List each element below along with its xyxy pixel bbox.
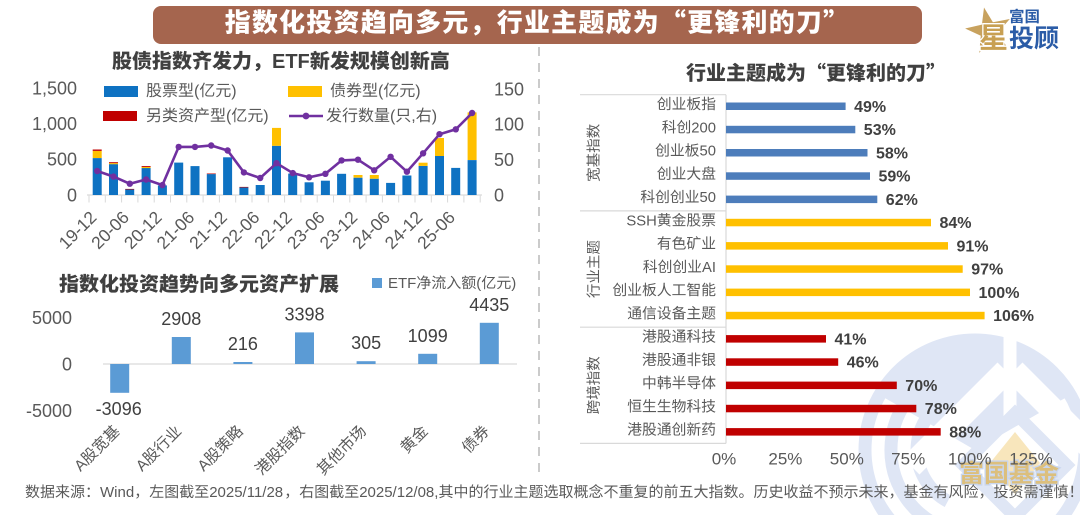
svg-text:50: 50 <box>700 144 716 160</box>
svg-text:1099: 1099 <box>408 326 448 346</box>
svg-text:-3096: -3096 <box>96 399 142 419</box>
svg-text:97%: 97% <box>971 262 1003 279</box>
svg-text:78%: 78% <box>925 401 957 418</box>
svg-text:(: ( <box>194 83 200 100</box>
svg-text:0: 0 <box>67 185 77 205</box>
svg-text:46%: 46% <box>847 355 879 372</box>
svg-text:49%: 49% <box>854 99 886 116</box>
svg-text:50: 50 <box>494 150 514 170</box>
svg-text:,: , <box>411 108 415 125</box>
svg-text:5000: 5000 <box>32 308 72 328</box>
svg-text:SSH: SSH <box>626 213 656 229</box>
svg-text:106%: 106% <box>993 308 1034 325</box>
svg-text:84%: 84% <box>940 215 972 232</box>
svg-text:4435: 4435 <box>469 295 509 315</box>
svg-text:75%: 75% <box>891 450 925 469</box>
svg-text:(: ( <box>390 108 396 125</box>
svg-text:100%: 100% <box>948 450 991 469</box>
svg-text:0: 0 <box>494 185 504 205</box>
svg-text:Wind: Wind <box>100 484 134 501</box>
svg-text:0%: 0% <box>712 450 737 469</box>
svg-text:AI: AI <box>702 260 716 276</box>
svg-text:125%: 125% <box>1009 450 1052 469</box>
svg-text:100: 100 <box>494 115 524 135</box>
svg-text:(: ( <box>378 83 384 100</box>
svg-text:70%: 70% <box>905 378 937 395</box>
svg-text:): ) <box>511 275 516 292</box>
svg-text:216: 216 <box>228 334 258 354</box>
svg-text:50%: 50% <box>830 450 864 469</box>
svg-text:2025/11/28: 2025/11/28 <box>209 484 283 501</box>
svg-text:62%: 62% <box>886 192 918 209</box>
svg-text:): ) <box>263 108 268 125</box>
svg-text:3398: 3398 <box>284 304 324 324</box>
svg-text:500: 500 <box>47 150 77 170</box>
svg-text:1,000: 1,000 <box>32 114 77 134</box>
svg-text:25-06: 25-06 <box>413 207 459 253</box>
svg-text:58%: 58% <box>876 145 908 162</box>
svg-text:): ) <box>231 83 236 100</box>
svg-text:100%: 100% <box>979 285 1020 302</box>
svg-text:2025/12/08,: 2025/12/08, <box>359 484 438 501</box>
svg-text:59%: 59% <box>879 169 911 186</box>
svg-text:88%: 88% <box>949 424 981 441</box>
svg-text:200: 200 <box>691 120 716 136</box>
svg-text:150: 150 <box>494 79 524 99</box>
svg-text:1,500: 1,500 <box>32 78 77 98</box>
svg-text:2908: 2908 <box>161 309 201 329</box>
svg-text:25%: 25% <box>768 450 802 469</box>
svg-text:50: 50 <box>700 190 716 206</box>
svg-text:(: ( <box>476 275 481 292</box>
svg-text:-5000: -5000 <box>26 401 72 421</box>
svg-text:(: ( <box>226 108 232 125</box>
svg-text:0: 0 <box>62 354 72 374</box>
svg-text:305: 305 <box>351 333 381 353</box>
svg-text:ETF: ETF <box>272 51 310 73</box>
svg-text:53%: 53% <box>864 122 896 139</box>
svg-text:): ) <box>432 108 437 125</box>
svg-text:91%: 91% <box>957 238 989 255</box>
svg-text:ETF: ETF <box>388 275 416 292</box>
svg-text:): ) <box>415 83 420 100</box>
svg-text:41%: 41% <box>835 331 867 348</box>
